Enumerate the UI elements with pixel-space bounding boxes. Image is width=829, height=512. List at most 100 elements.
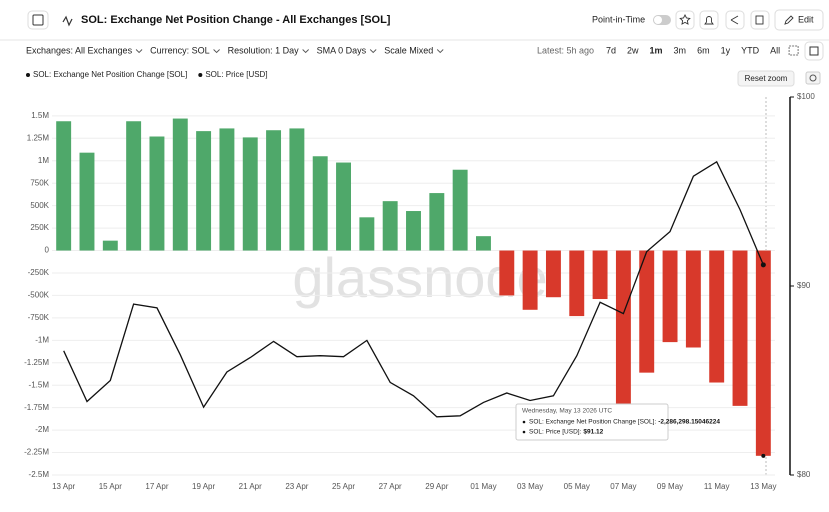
- hover-point: [761, 453, 766, 458]
- bell-icon: [704, 16, 714, 25]
- y2-tick-label: $80: [797, 470, 811, 479]
- bar: [172, 118, 188, 251]
- bar: [545, 250, 561, 298]
- reset-zoom-label: Reset zoom: [745, 74, 788, 83]
- bar: [102, 240, 118, 251]
- pencil-icon: [784, 15, 794, 25]
- bar: [126, 121, 142, 251]
- y-tick-label: -500K: [28, 291, 50, 300]
- x-tick-label: 09 May: [657, 482, 683, 491]
- alert-button[interactable]: [699, 10, 719, 30]
- bar: [615, 250, 631, 406]
- bar: [359, 217, 375, 251]
- y-tick-label: 1.5M: [31, 111, 49, 120]
- x-tick-label: 23 Apr: [285, 482, 308, 491]
- share-icon: [730, 15, 739, 25]
- y-tick-label: 1M: [38, 156, 49, 165]
- tooltip-value: -2,286,298.15046224: [658, 419, 720, 426]
- y-tick-label: 0: [45, 246, 50, 255]
- range-button[interactable]: 6m: [697, 45, 710, 55]
- bar: [429, 193, 445, 251]
- bar: [336, 162, 351, 251]
- y-tick-label: -250K: [28, 268, 50, 277]
- filter-dropdown[interactable]: Resolution: 1 Day: [228, 45, 300, 55]
- filter-dropdown[interactable]: Currency: SOL: [150, 45, 210, 55]
- tooltip-bullet: [522, 420, 526, 424]
- x-tick-label: 25 Apr: [332, 482, 355, 491]
- legend-marker: [198, 73, 203, 77]
- legend-entry: SOL: Exchange Net Position Change [SOL]: [33, 70, 187, 79]
- bar: [592, 250, 608, 300]
- x-tick-label: 19 Apr: [192, 482, 215, 491]
- bar: [196, 131, 212, 251]
- panel-button[interactable]: [804, 41, 824, 61]
- bar: [709, 250, 725, 383]
- edit-button[interactable]: [774, 9, 824, 31]
- bar: [289, 128, 305, 251]
- dropdown-caret: [369, 49, 377, 54]
- dropdown-caret: [302, 49, 309, 54]
- bar: [522, 250, 538, 310]
- range-button[interactable]: YTD: [741, 45, 760, 55]
- filter-dropdown[interactable]: Scale Mixed: [384, 45, 433, 55]
- filter-dropdown[interactable]: Exchanges: All Exchanges: [26, 45, 133, 55]
- x-tick-label: 17 Apr: [145, 482, 168, 491]
- x-tick-label: 21 Apr: [239, 482, 262, 491]
- share-button[interactable]: [725, 10, 745, 30]
- y-tick-label: 500K: [30, 201, 49, 210]
- toggle-knob: [654, 16, 662, 24]
- tooltip-value: $91.12: [583, 429, 603, 436]
- y-tick-label: -2.5M: [29, 470, 50, 479]
- bar: [406, 211, 421, 251]
- legend-marker: [26, 73, 30, 77]
- range-button[interactable]: 1y: [721, 45, 731, 55]
- bar: [499, 250, 515, 296]
- copy-button[interactable]: [750, 10, 770, 30]
- y-tick-label: -2M: [35, 425, 49, 434]
- sidebar-button[interactable]: [27, 10, 49, 30]
- bar: [476, 236, 491, 251]
- tooltip-label: SOL: Price [USD]:: [529, 429, 582, 436]
- bar: [266, 130, 282, 251]
- y-tick-label: 250K: [30, 223, 49, 232]
- bar: [685, 250, 701, 348]
- bar: [219, 128, 235, 251]
- range-button[interactable]: 1m: [650, 45, 663, 55]
- y-tick-label: 750K: [30, 178, 49, 187]
- bar: [662, 250, 678, 343]
- edit-label: Edit: [798, 14, 814, 24]
- x-tick-label: 27 Apr: [379, 482, 402, 491]
- bar: [755, 250, 771, 456]
- chart-icon: [62, 15, 73, 27]
- copy-icon: [755, 15, 764, 25]
- tooltip: [515, 403, 669, 441]
- bar: [79, 152, 95, 251]
- range-button[interactable]: 3m: [674, 45, 687, 55]
- dropdown-caret: [135, 49, 143, 54]
- bar: [242, 137, 258, 251]
- y-tick-label: -2.25M: [24, 448, 49, 457]
- y-tick-label: -1.75M: [24, 403, 49, 412]
- point-in-time-label: Point-in-Time: [592, 14, 645, 24]
- camera-icon: [809, 74, 817, 82]
- screenshot-button[interactable]: [805, 71, 821, 85]
- x-tick-label: 07 May: [610, 482, 636, 491]
- bar: [452, 169, 468, 251]
- filter-dropdown[interactable]: SMA 0 Days: [317, 45, 367, 55]
- bar: [569, 250, 585, 317]
- bar: [639, 250, 655, 373]
- x-tick-label: 13 May: [750, 482, 776, 491]
- favorite-button[interactable]: [675, 10, 695, 30]
- x-tick-label: 05 May: [564, 482, 590, 491]
- tooltip-label: SOL: Exchange Net Position Change [SOL]:: [529, 419, 656, 426]
- y-tick-label: 1.25M: [27, 133, 50, 142]
- star-icon: [679, 13, 691, 25]
- reset-zoom-button[interactable]: [737, 70, 795, 87]
- price-line: [63, 160, 764, 418]
- tooltip-title: Wednesday, May 13 2026 UTC: [522, 408, 612, 415]
- legend-entry: SOL: Price [USD]: [205, 70, 267, 79]
- range-button[interactable]: All: [770, 45, 780, 55]
- range-button[interactable]: 2w: [627, 45, 639, 55]
- range-button[interactable]: 7d: [606, 45, 616, 55]
